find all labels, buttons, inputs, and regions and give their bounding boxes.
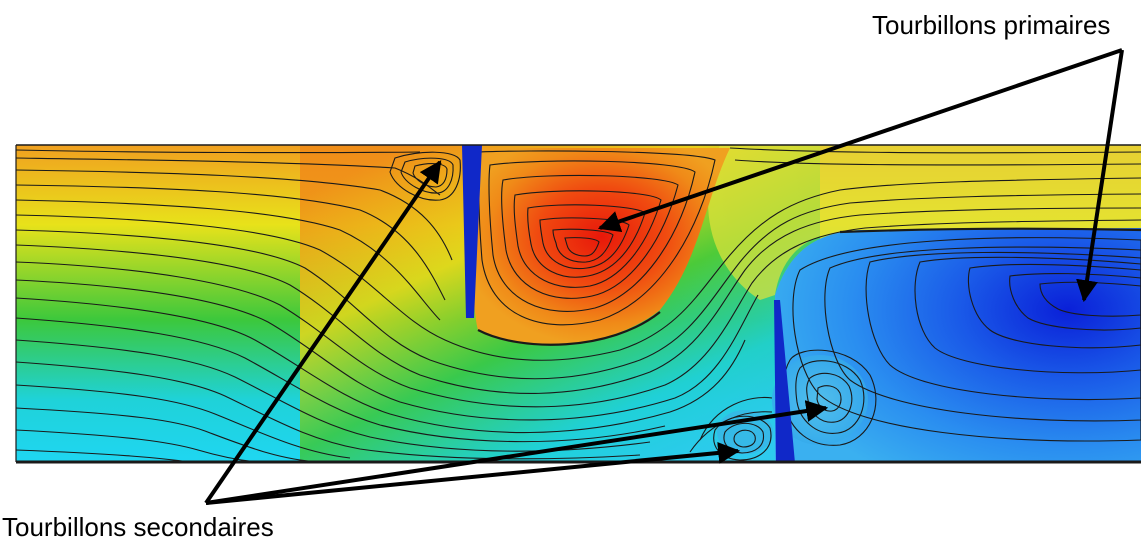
primary-vortex-blue-loops — [792, 237, 1141, 442]
red-vortex-region — [472, 148, 730, 346]
secondary-vortex-region — [772, 355, 868, 445]
arrow-to-blue-vortex — [1076, 49, 1124, 303]
secondary-vortex-loops — [389, 151, 877, 461]
flow-field — [16, 145, 1141, 463]
upper-baffle — [462, 145, 482, 318]
secondary-vortices-label: Tourbillons secondaires — [2, 512, 274, 542]
lower-baffle — [774, 300, 795, 463]
arrow-to-red-vortex — [597, 48, 1123, 233]
channel-walls — [15, 144, 1141, 464]
arrow-to-right-secondary — [205, 400, 829, 505]
primary-vortices-label: Tourbillons primaires — [872, 10, 1111, 40]
streamlines — [16, 147, 1141, 463]
arrow-to-bottom-secondary — [205, 441, 741, 505]
field-upper-right — [708, 145, 1141, 300]
primary-annotation-arrows — [597, 48, 1124, 303]
arrow-to-top-left-secondary — [204, 160, 442, 505]
secondary-annotation-arrows — [204, 160, 829, 505]
